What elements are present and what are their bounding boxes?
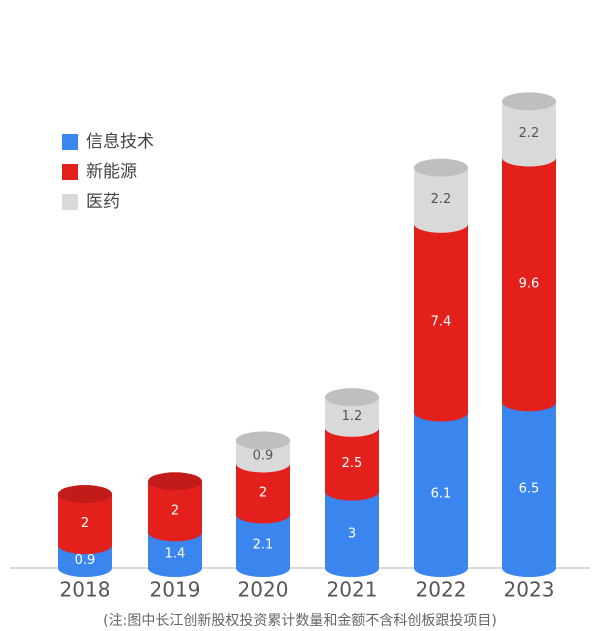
segment-shade [502,101,556,167]
cylinder-cap [502,92,556,111]
segment-shade [414,223,468,422]
value-label: 2 [259,485,267,500]
value-label: 2.1 [253,538,274,553]
value-label: 2 [171,503,179,518]
value-label: 7.4 [431,315,452,330]
segment-shade [58,545,112,577]
legend-label: 信息技术 [86,132,154,152]
segment-shade [502,157,556,412]
value-label: 0.9 [253,448,274,463]
segment-shade [148,481,202,542]
x-tick-label: 2020 [238,578,289,602]
segment-shade [502,402,556,577]
segment-shade [236,440,290,473]
segment-shade [236,514,290,577]
value-label: 1.4 [165,547,186,562]
x-tick-label: 2018 [60,578,111,602]
legend-swatch [62,164,78,180]
value-label: 0.9 [75,553,96,568]
value-label: 2.2 [431,192,452,207]
legend-swatch [62,134,78,150]
segment-shade [325,427,379,501]
legend-label: 新能源 [86,162,137,182]
segment-shade [58,494,112,555]
x-tick-label: 2019 [150,578,201,602]
cylinder-cap [148,472,202,491]
x-tick-label: 2021 [327,578,378,602]
cylinder-cap [236,431,290,450]
value-label: 1.2 [342,409,363,424]
value-label: 2.5 [342,456,363,471]
x-tick-label: 2023 [504,578,555,602]
value-label: 6.1 [431,487,452,502]
cylinder-cap [414,158,468,177]
cylinder-cap [58,485,112,504]
cylinder-cap [325,388,379,407]
segment-shade [148,532,202,577]
segment-shade [325,397,379,437]
value-label: 6.5 [519,482,540,497]
x-tick-label: 2022 [416,578,467,602]
legend-swatch [62,194,78,210]
segment-shade [236,463,290,524]
value-label: 2 [81,516,89,531]
segment-shade [414,412,468,577]
segment-shade [414,167,468,233]
value-label: 2.2 [519,126,540,141]
value-label: 9.6 [519,276,540,291]
footnote: (注:图中长江创新股权投资累计数量和金额不含科创板跟投项目) [103,613,497,629]
legend-label: 医药 [86,192,120,212]
segment-shade [325,491,379,577]
value-label: 3 [348,526,356,541]
